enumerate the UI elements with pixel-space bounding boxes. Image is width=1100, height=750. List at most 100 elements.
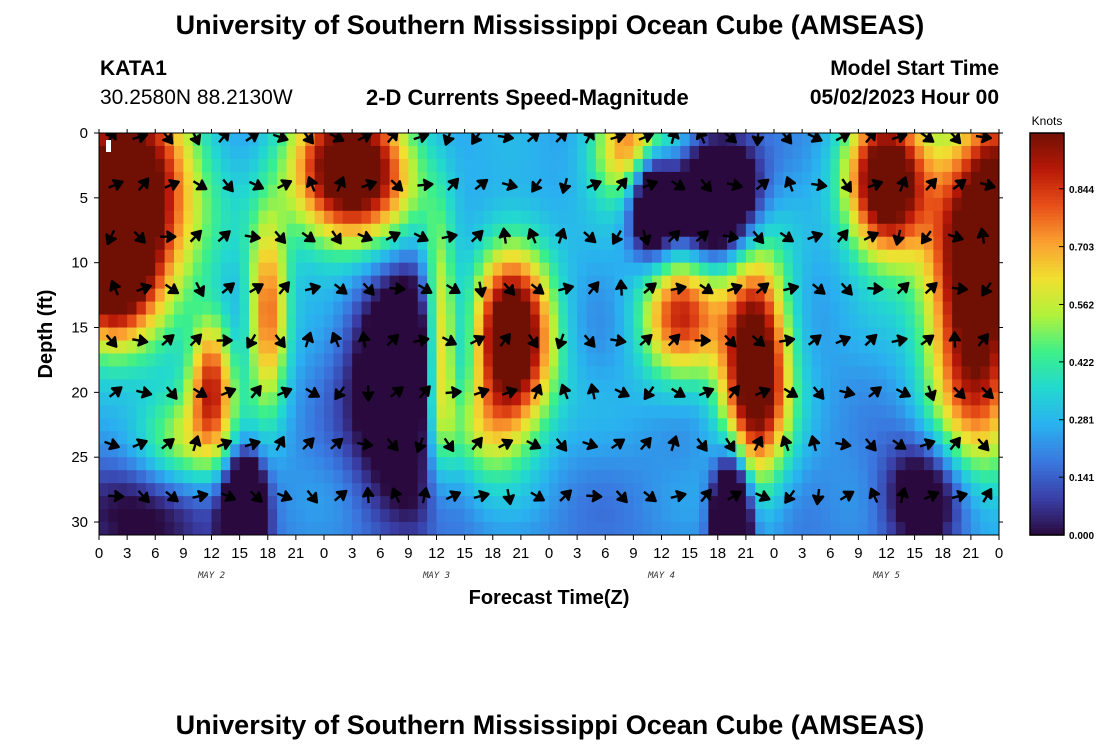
- heatmap-cell: [474, 392, 484, 406]
- heatmap-cell: [652, 184, 663, 199]
- heatmap-cell: [483, 210, 494, 225]
- heatmap-cell: [652, 509, 663, 523]
- heatmap-cell: [174, 457, 184, 471]
- heatmap-cell: [745, 210, 756, 225]
- heatmap-cell: [699, 249, 709, 264]
- current-arrow: [443, 437, 455, 453]
- heatmap-cell: [811, 457, 822, 471]
- heatmap-cell: [127, 133, 138, 147]
- heatmap-cell: [155, 133, 166, 147]
- heatmap-cell: [333, 483, 344, 497]
- heatmap-cell: [820, 418, 831, 432]
- heatmap-cell: [670, 379, 681, 393]
- heatmap-cell: [783, 340, 794, 355]
- heatmap-cell: [717, 509, 728, 523]
- heatmap-cell: [586, 496, 597, 510]
- heatmap-cell: [230, 405, 241, 419]
- current-arrow: [334, 176, 346, 192]
- heatmap-cell: [530, 418, 541, 432]
- heatmap-cell: [492, 275, 503, 290]
- heatmap-cell: [558, 158, 569, 173]
- heatmap-cell: [877, 405, 888, 419]
- heatmap-cell: [249, 379, 259, 393]
- heatmap-cell: [764, 483, 775, 497]
- heatmap-cell: [380, 379, 391, 393]
- heatmap-cell: [136, 262, 147, 277]
- heatmap-cell: [614, 392, 625, 406]
- heatmap-cell: [558, 405, 569, 419]
- heatmap-cell: [755, 392, 766, 406]
- current-arrow: [784, 176, 796, 192]
- heatmap-cell: [699, 405, 709, 419]
- heatmap-cell: [820, 301, 831, 316]
- heatmap-cell: [305, 262, 316, 277]
- heatmap-cell: [455, 496, 466, 510]
- heatmap-cell: [352, 275, 363, 290]
- heatmap-cell: [792, 184, 803, 199]
- colorbar-segment: [1030, 367, 1064, 372]
- heatmap-cell: [577, 301, 588, 316]
- heatmap-cell: [811, 431, 822, 445]
- heatmap-cell: [839, 262, 850, 277]
- heatmap-cell: [755, 522, 766, 535]
- heatmap-cell: [164, 184, 175, 199]
- colorbar-segment: [1030, 511, 1064, 516]
- heatmap-cell: [361, 314, 372, 329]
- heatmap-cell: [117, 314, 128, 329]
- current-arrow: [469, 334, 486, 347]
- heatmap-cell: [136, 236, 147, 251]
- heatmap-cell: [295, 483, 306, 497]
- heatmap-cell: [380, 210, 391, 225]
- heatmap-cell: [624, 301, 634, 316]
- current-arrow: [526, 133, 541, 143]
- heatmap-cell: [174, 158, 184, 173]
- heatmap-cell: [886, 483, 897, 497]
- heatmap-cell: [145, 275, 156, 290]
- heatmap-cell: [858, 314, 869, 329]
- heatmap-cell: [511, 509, 522, 523]
- heatmap-cell: [745, 236, 756, 251]
- heatmap-cell: [895, 301, 906, 316]
- heatmap-cell: [399, 275, 409, 290]
- x-tick-label: 9: [179, 545, 187, 562]
- heatmap-cell: [483, 418, 494, 432]
- heatmap-cell: [230, 223, 241, 238]
- heatmap-cell: [792, 249, 803, 264]
- current-arrow: [216, 334, 233, 347]
- heatmap-cell: [755, 327, 766, 342]
- heatmap-cell: [539, 133, 550, 147]
- heatmap-cell: [699, 210, 709, 225]
- current-arrow: [445, 283, 461, 295]
- heatmap-cell: [764, 457, 775, 471]
- current-arrow: [334, 385, 346, 401]
- x-tick-label: 9: [629, 545, 637, 562]
- heatmap-cell: [136, 353, 147, 368]
- heatmap-cell: [661, 327, 672, 342]
- y-tick-label: 0: [80, 125, 88, 142]
- heatmap-cell: [924, 457, 934, 471]
- heatmap-cell: [895, 275, 906, 290]
- heatmap-cell: [530, 470, 541, 484]
- heatmap-cell: [136, 197, 147, 212]
- heatmap-cell: [689, 457, 700, 471]
- heatmap-cell: [445, 496, 456, 510]
- heatmap-cell: [192, 184, 203, 199]
- heatmap-cell: [839, 379, 850, 393]
- heatmap-cell: [989, 366, 999, 380]
- heatmap-cell: [192, 392, 203, 406]
- heatmap-cell: [727, 275, 738, 290]
- heatmap-cell: [736, 249, 747, 264]
- heatmap-cell: [661, 366, 672, 380]
- heatmap-cell: [249, 145, 259, 160]
- heatmap-cell: [155, 483, 166, 497]
- heatmap-cell: [174, 288, 184, 303]
- heatmap-cell: [511, 418, 522, 432]
- heatmap-cell: [464, 392, 475, 406]
- heatmap-cell: [314, 158, 325, 173]
- heatmap-cell: [689, 327, 700, 342]
- heatmap-cell: [802, 262, 813, 277]
- current-arrow: [670, 282, 687, 295]
- heatmap-cell: [595, 210, 606, 225]
- heatmap-cell: [783, 496, 794, 510]
- heatmap-cell: [652, 210, 663, 225]
